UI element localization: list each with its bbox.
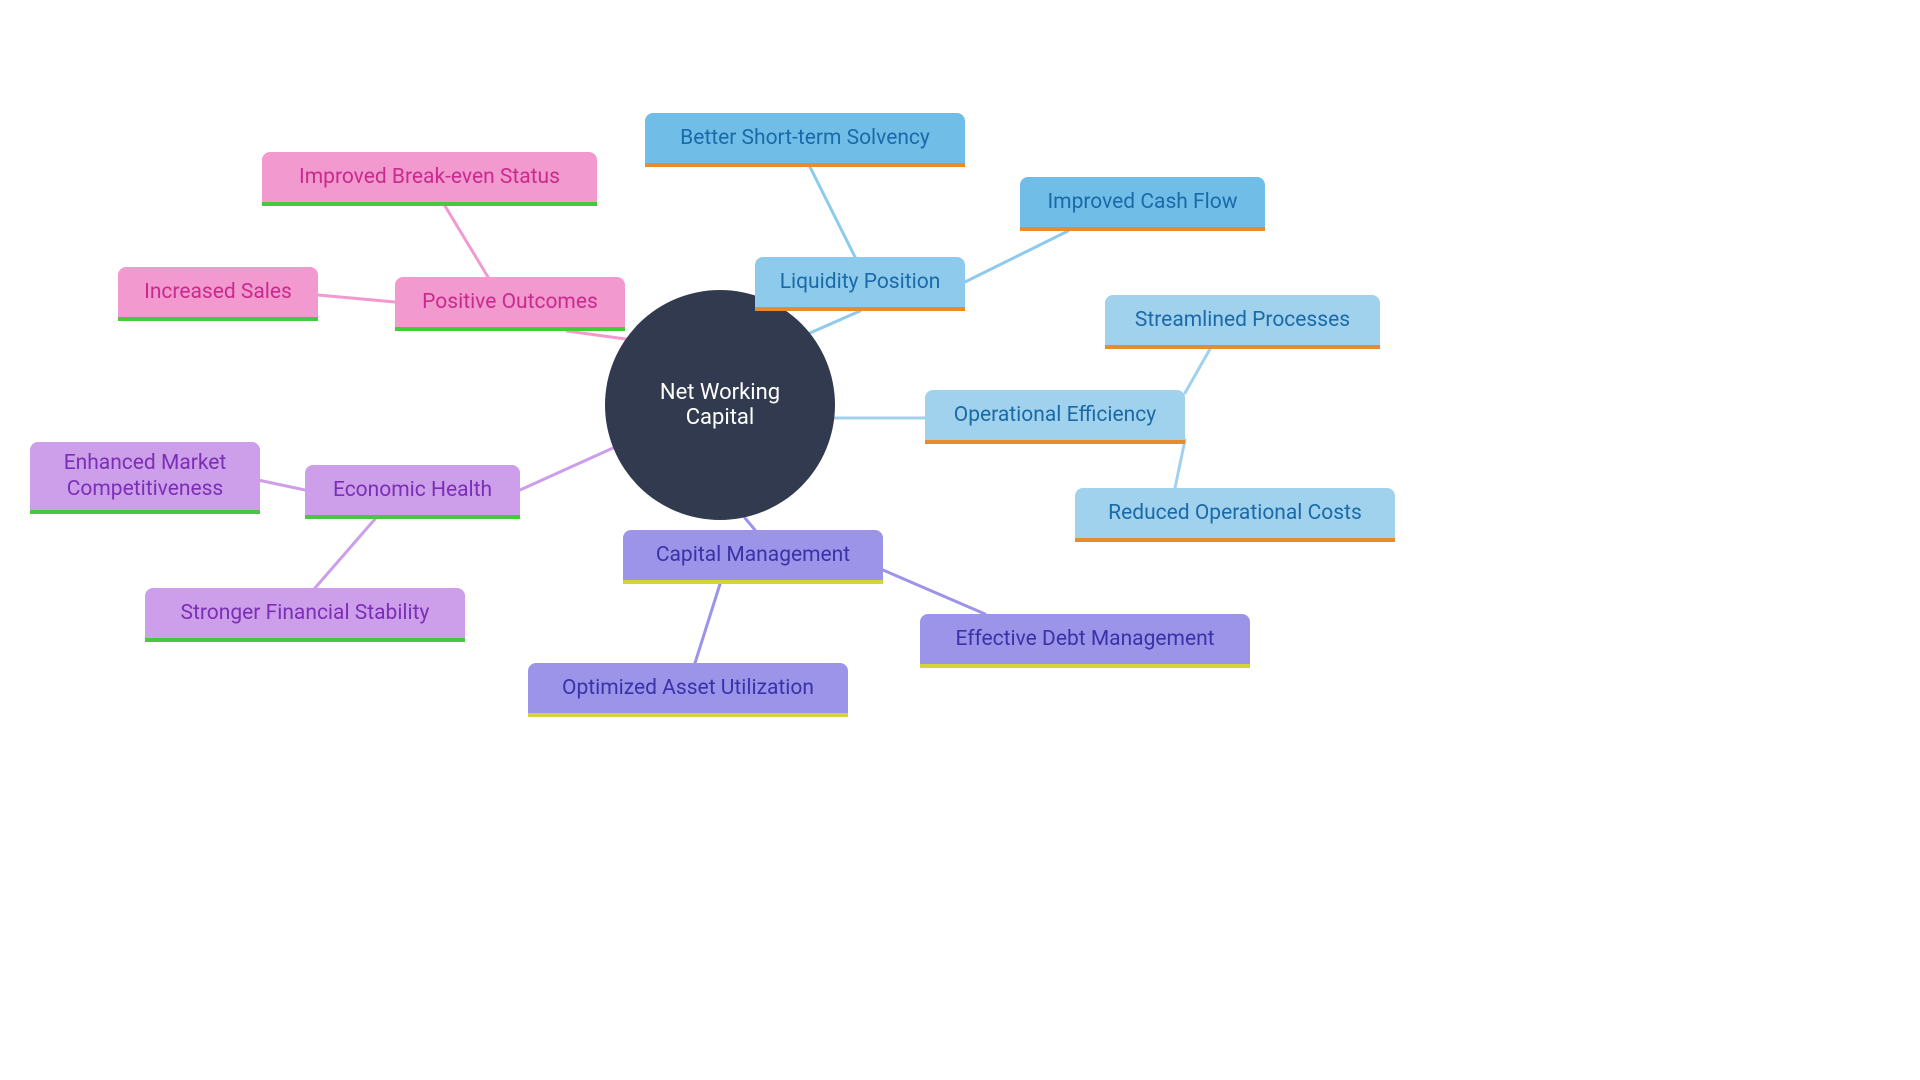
leaf-liquidity-0: Better Short-term Solvency: [645, 113, 965, 167]
branch-capital: Capital Management: [623, 530, 883, 584]
leaf-economic-0: Enhanced Market Competitiveness: [30, 442, 260, 514]
leaf-capital-1: Effective Debt Management: [920, 614, 1250, 668]
node-layer: Net Working CapitalLiquidity Position Bet…: [0, 0, 1920, 1080]
leaf-operational-0: Streamlined Processes: [1105, 295, 1380, 349]
branch-liquidity: Liquidity Position: [755, 257, 965, 311]
leaf-economic-1: Stronger Financial Stability: [145, 588, 465, 642]
branch-economic: Economic Health: [305, 465, 520, 519]
center-node: Net Working Capital: [605, 290, 835, 520]
leaf-outcomes-0: Improved Break-even Status: [262, 152, 597, 206]
branch-operational: Operational Efficiency: [925, 390, 1185, 444]
leaf-capital-0: Optimized Asset Utilization: [528, 663, 848, 717]
leaf-operational-1: Reduced Operational Costs: [1075, 488, 1395, 542]
branch-outcomes: Positive Outcomes: [395, 277, 625, 331]
leaf-outcomes-1: Increased Sales: [118, 267, 318, 321]
leaf-liquidity-1: Improved Cash Flow: [1020, 177, 1265, 231]
